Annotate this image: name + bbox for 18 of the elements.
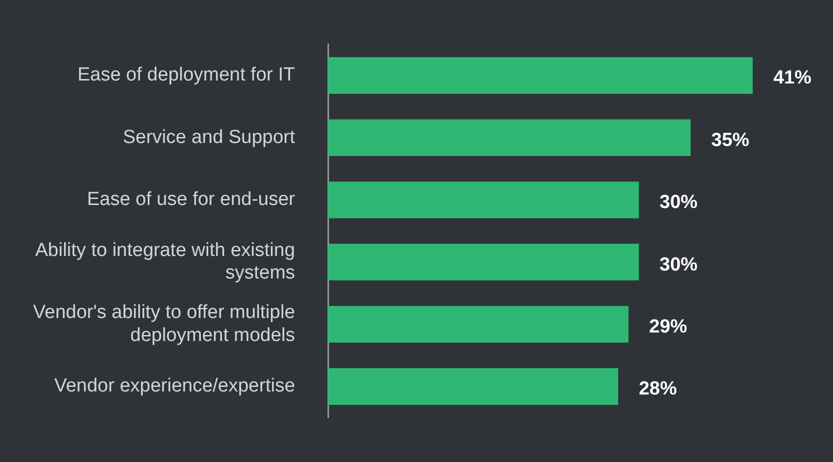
bar <box>328 244 639 280</box>
data-label: 28% <box>638 378 677 400</box>
bar <box>328 182 639 218</box>
y-tick-label: Ability to integrate with existing systems <box>35 240 296 284</box>
y-tick-label: Ease of deployment for IT <box>77 64 296 86</box>
data-label: 35% <box>711 130 750 151</box>
bar <box>328 119 691 156</box>
data-label: 41% <box>773 68 812 89</box>
data-label: 30% <box>660 254 698 276</box>
data-label: 29% <box>649 316 688 338</box>
y-tick-label: Vendor experience/expertise <box>54 376 296 397</box>
y-tick-label: Vendor's ability to offer multiple deployment models <box>33 302 296 346</box>
data-label: 30% <box>660 192 698 214</box>
bar <box>328 306 629 343</box>
y-tick-label: Ease of use for end-user <box>86 189 296 210</box>
bar <box>328 368 618 405</box>
y-tick-label: Service and Support <box>122 126 296 148</box>
bar <box>328 57 753 94</box>
